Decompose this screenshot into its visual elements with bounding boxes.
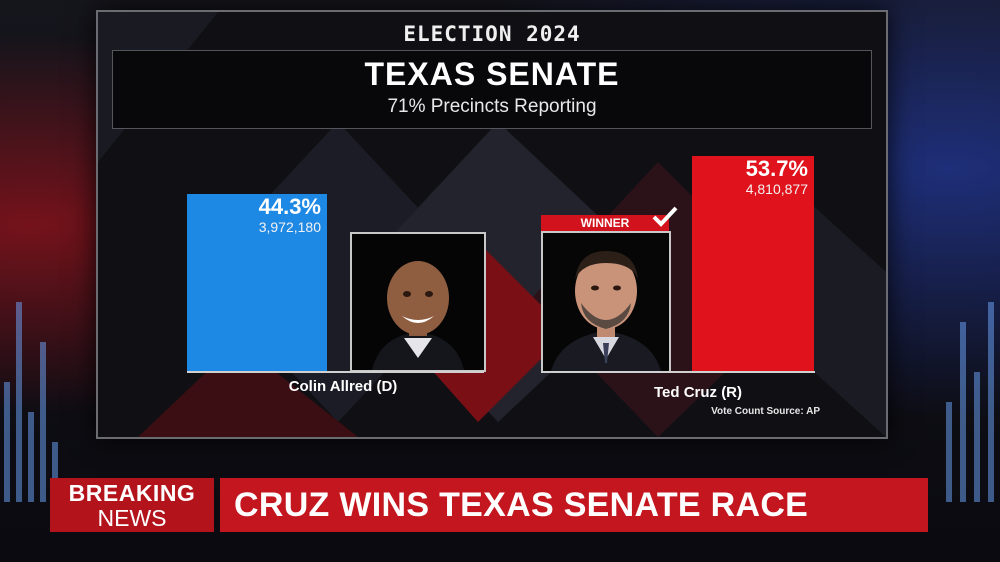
breaking-line2: NEWS <box>97 505 167 531</box>
precincts-reporting: 71% Precincts Reporting <box>387 96 597 117</box>
bar-cruz: 53.7% 4,810,877 <box>692 156 814 371</box>
election-label: ELECTION 2024 <box>403 22 581 46</box>
cruz-baseline <box>541 371 815 373</box>
breaking-line1: BREAKING <box>68 480 196 506</box>
race-title: TEXAS SENATE <box>364 56 620 92</box>
cruz-photo <box>541 231 671 373</box>
left-decor-bars <box>0 262 70 502</box>
bar-allred-pct: 44.3% <box>258 194 321 219</box>
checkmark-icon <box>652 206 678 227</box>
allred-baseline <box>187 371 484 373</box>
allred-name: Colin Allred (D) <box>288 378 398 395</box>
bar-allred-votes: 3,972,180 <box>258 219 321 235</box>
title-box <box>112 50 872 129</box>
right-decor-bars <box>940 282 1000 502</box>
bar-allred: 44.3% 3,972,180 <box>187 194 327 371</box>
cruz-name: Ted Cruz (R) <box>653 384 743 401</box>
bar-cruz-pct: 53.7% <box>745 156 808 181</box>
allred-photo <box>350 232 486 372</box>
breaking-news-label: BREAKING NEWS <box>50 478 214 532</box>
vote-source: Vote Count Source: AP <box>711 406 820 417</box>
winner-badge: WINNER <box>541 215 669 231</box>
headline-banner: CRUZ WINS TEXAS SENATE RACE <box>220 478 928 532</box>
results-screen: ELECTION 2024 TEXAS SENATE 71% Precincts… <box>96 10 888 439</box>
bar-cruz-votes: 4,810,877 <box>745 181 808 197</box>
